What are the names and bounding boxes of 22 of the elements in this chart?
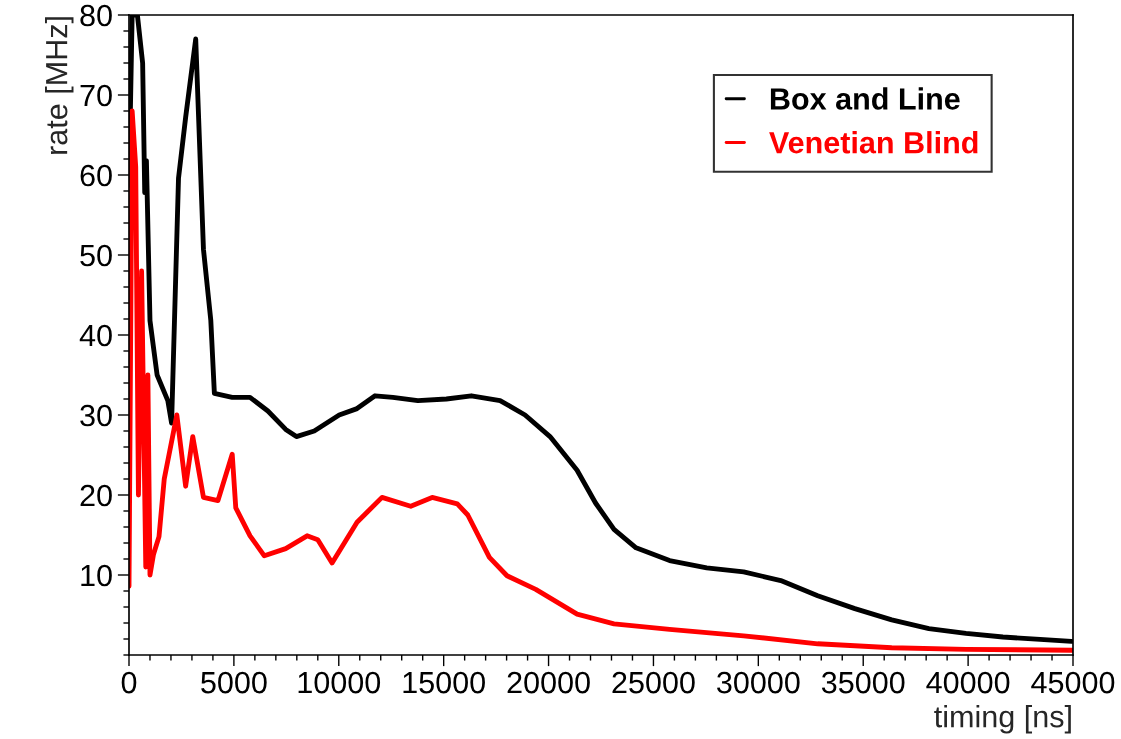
y-tick-label: 70 bbox=[80, 84, 112, 107]
y-tick-label: 30 bbox=[80, 404, 112, 427]
x-tick-label: 35000 bbox=[821, 671, 905, 694]
y-tick-label: 60 bbox=[80, 164, 112, 187]
legend-label: Box and Line bbox=[770, 87, 960, 110]
y-tick-label: 80 bbox=[80, 4, 112, 27]
legend-label: Venetian Blind bbox=[769, 131, 978, 154]
y-axis-title: rate [MHz] bbox=[45, 17, 74, 154]
x-tick-label: 5000 bbox=[201, 671, 267, 694]
y-tick-label: 50 bbox=[80, 244, 112, 267]
x-tick-label: 30000 bbox=[717, 671, 800, 694]
x-tick-label: 20000 bbox=[507, 671, 590, 694]
x-tick-label: 45000 bbox=[1031, 671, 1115, 694]
y-tick-label: 20 bbox=[80, 484, 112, 507]
x-axis-title: timing [ns] bbox=[934, 705, 1071, 734]
x-tick-label: 10000 bbox=[298, 671, 381, 694]
x-tick-label: 0 bbox=[121, 671, 137, 694]
x-tick-label: 40000 bbox=[926, 671, 1010, 694]
y-tick-label: 40 bbox=[79, 324, 112, 347]
x-tick-label: 25000 bbox=[612, 671, 695, 694]
x-tick-label: 15000 bbox=[403, 671, 485, 694]
y-tick-label: 10 bbox=[81, 564, 112, 587]
